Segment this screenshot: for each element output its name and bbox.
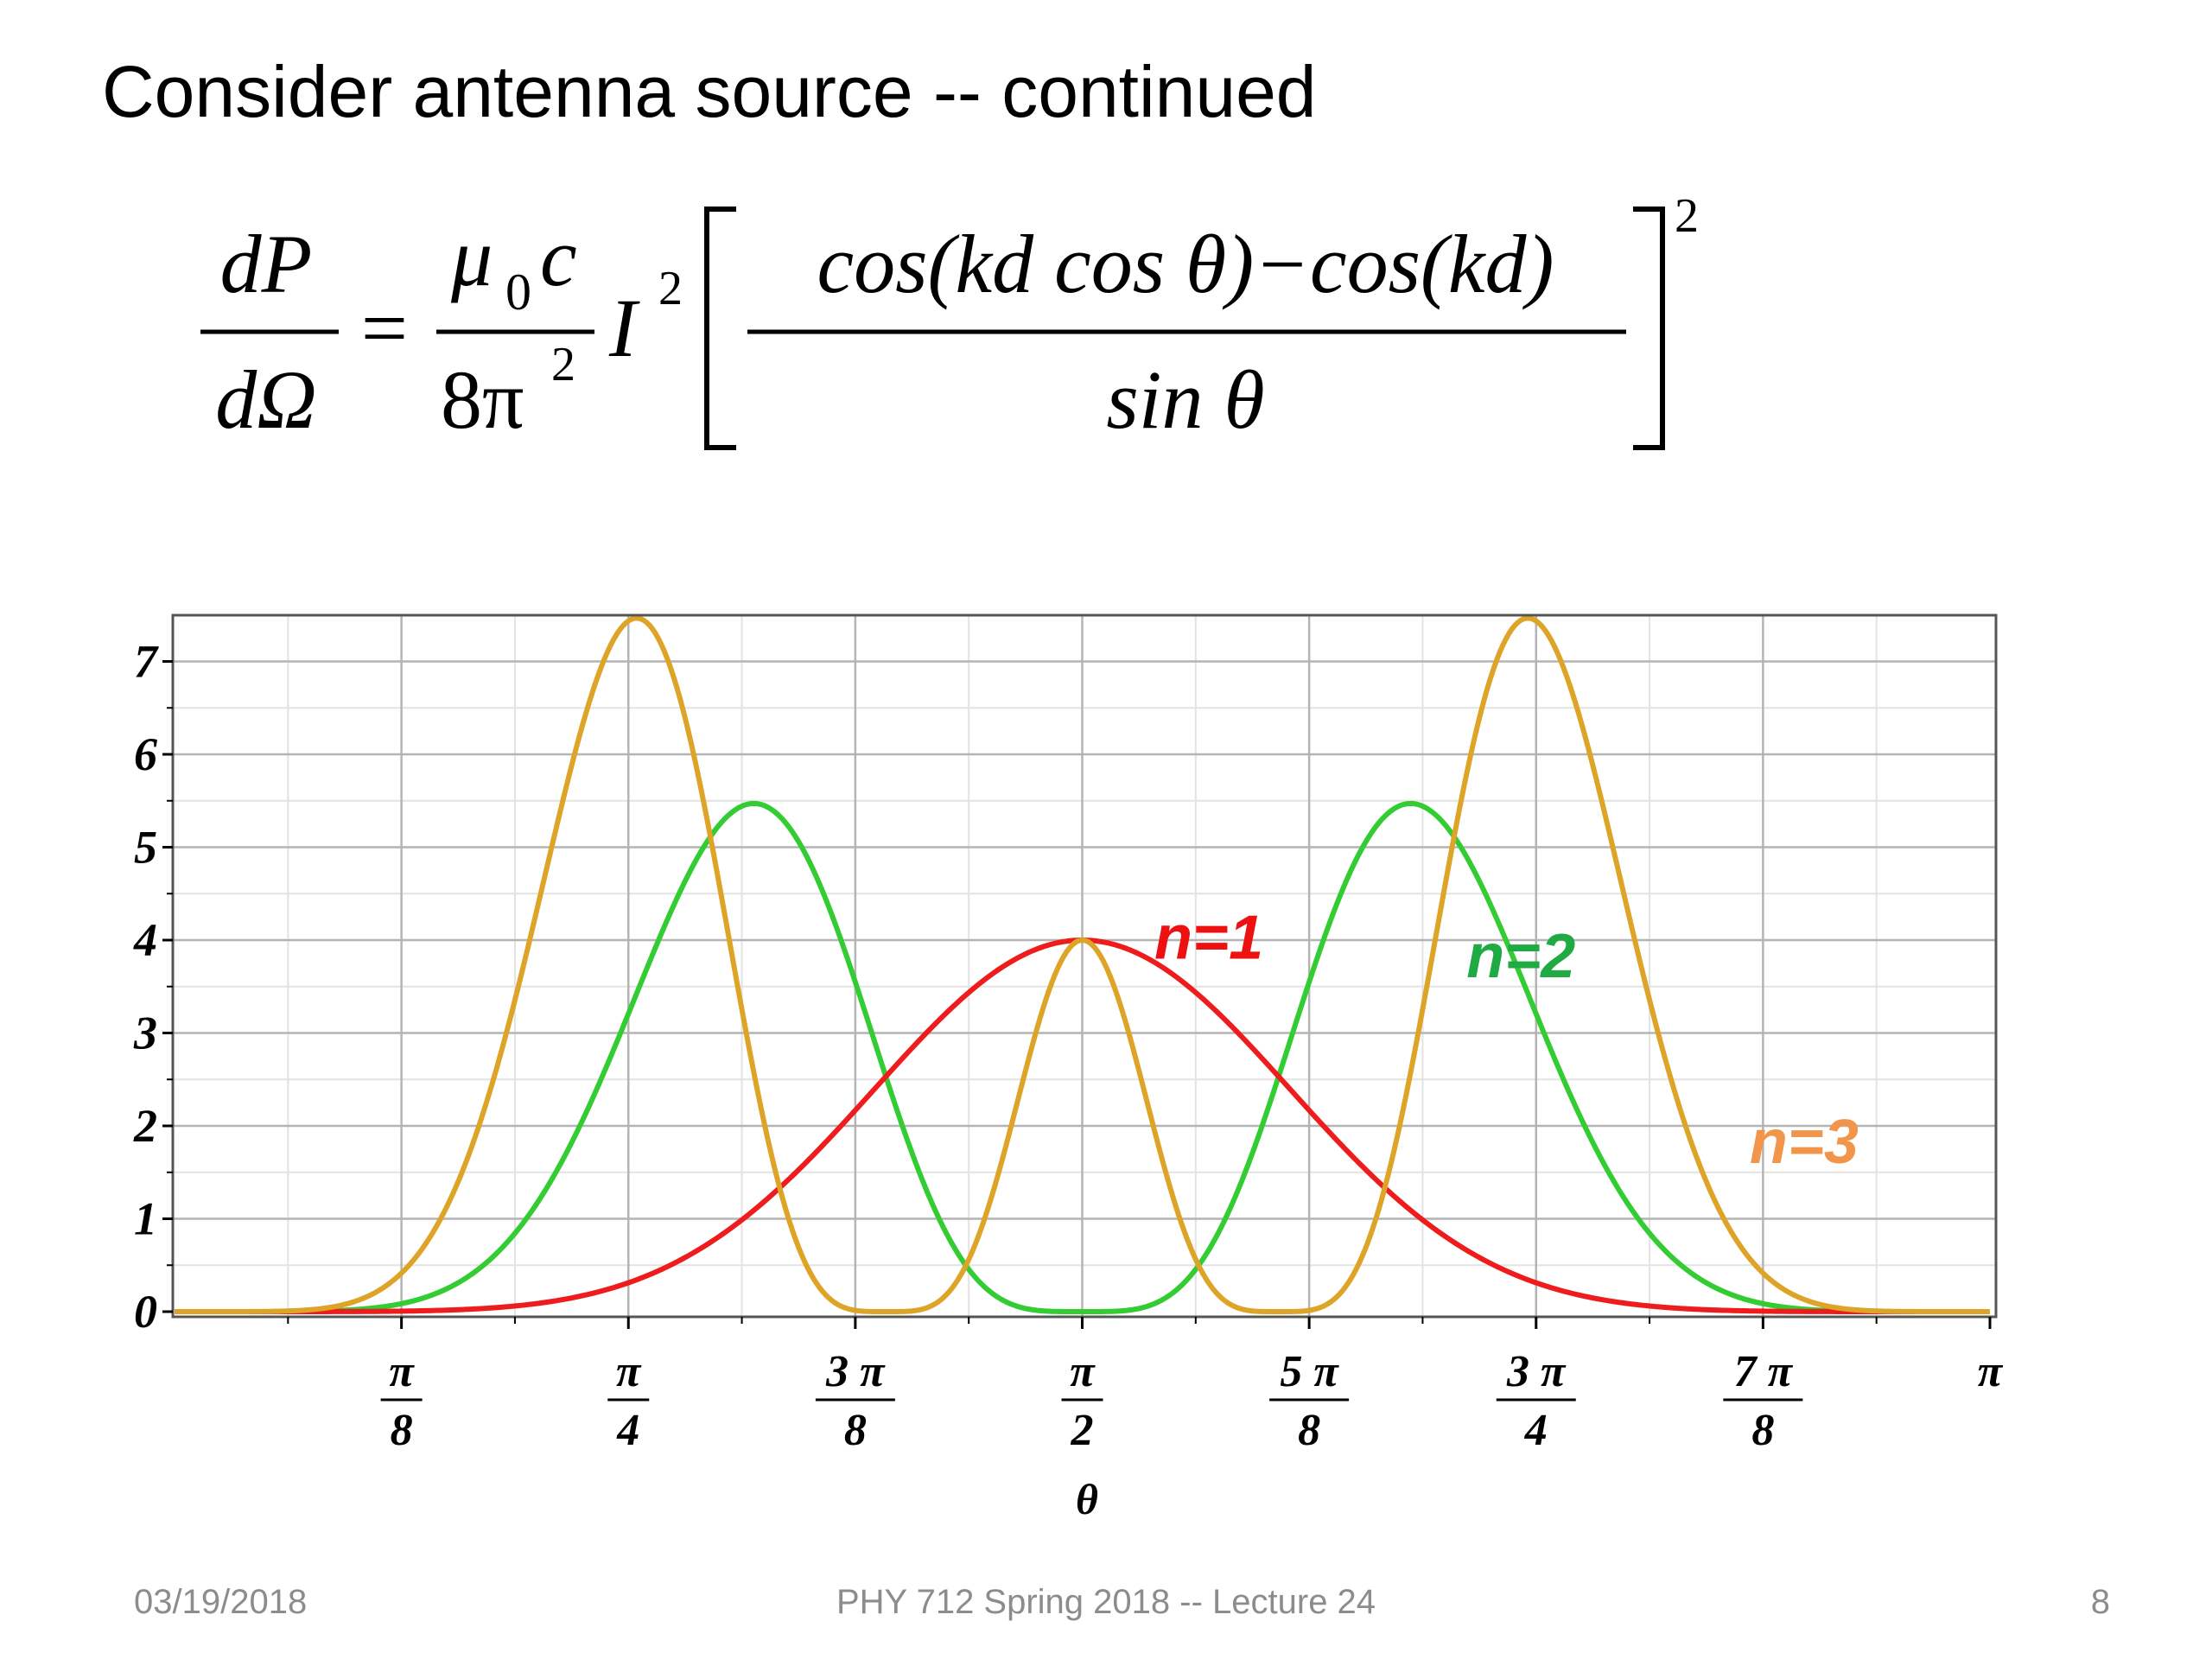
- footer-course: PHY 712 Spring 2018 -- Lecture 24: [836, 1583, 1376, 1621]
- current-exponent: 2: [658, 262, 683, 315]
- x-tick-numerator: 3 π: [1506, 1347, 1567, 1396]
- y-tick-label: 3: [133, 1007, 157, 1059]
- x-tick-numerator: 3 π: [825, 1347, 886, 1396]
- speed-of-light-c: c: [540, 211, 577, 303]
- x-tick-numerator: π: [1978, 1347, 2004, 1396]
- plot-border: [171, 613, 1998, 1319]
- curve-n=3: [175, 615, 1990, 1314]
- y-tick-label: 5: [134, 822, 157, 874]
- plot-background: [173, 615, 1996, 1317]
- right-bracket: [1633, 207, 1665, 450]
- plot-frame: [171, 613, 1998, 1319]
- y-tick-label: 6: [134, 728, 157, 780]
- lhs-numerator: dP: [220, 218, 313, 310]
- mu-symbol: μ: [450, 211, 493, 303]
- fraction-numerator: cos(kd cos θ)−cos(kd): [817, 218, 1554, 310]
- y-tick-label: 0: [134, 1286, 157, 1338]
- outer-exponent: 2: [1675, 189, 1699, 243]
- x-tick-numerator: 7 π: [1734, 1347, 1794, 1396]
- equals-sign: =: [361, 282, 408, 374]
- y-tick-label: 2: [133, 1100, 157, 1152]
- series-label-n=3: n=3: [1750, 1108, 1859, 1177]
- page-number: 8: [2090, 1583, 2110, 1621]
- x-tick-denominator: 4: [1524, 1406, 1548, 1455]
- x-tick-denominator: 8: [1751, 1406, 1774, 1455]
- radiated-power-equation: dP dΩ = μ 0 c 8π 2 I 2 cos(kd cos θ)−cos…: [200, 189, 1699, 450]
- current-symbol: I: [608, 282, 640, 374]
- x-axis-ticks: π 8 π 4 3 π 8 π 2 5 π 8 3 π 4 7 π 8 π: [287, 1317, 2004, 1455]
- x-tick-denominator: 8: [391, 1406, 413, 1455]
- curve-n=2: [175, 800, 1990, 1314]
- y-tick-label: 7: [134, 636, 159, 688]
- x-tick-numerator: 5 π: [1280, 1347, 1339, 1396]
- x-tick-numerator: π: [389, 1347, 415, 1396]
- slide-title: Consider antenna source -- continued: [102, 51, 1317, 132]
- lhs-denominator: dΩ: [215, 353, 316, 446]
- left-bracket: [704, 207, 736, 450]
- series-label-n=1: n=1: [1154, 904, 1263, 973]
- x-tick-numerator: π: [1070, 1347, 1096, 1396]
- footer-date: 03/19/2018: [134, 1583, 308, 1621]
- x-tick-numerator: π: [616, 1347, 642, 1396]
- minor-grid: [173, 615, 1996, 1317]
- y-tick-label: 4: [133, 914, 157, 966]
- curves: [175, 615, 1990, 1314]
- x-axis-label: θ: [1076, 1475, 1098, 1523]
- mu-subscript: 0: [505, 264, 531, 321]
- x-tick-denominator: 4: [616, 1406, 639, 1455]
- x-tick-denominator: 8: [1298, 1406, 1320, 1455]
- x-tick-denominator: 2: [1071, 1406, 1094, 1455]
- x-tick-denominator: 8: [844, 1406, 867, 1455]
- fraction-denominator: sin θ: [1106, 353, 1264, 446]
- coefficient-denominator: 8π: [441, 353, 524, 446]
- coefficient-denominator-exponent: 2: [551, 338, 575, 391]
- y-tick-label: 1: [134, 1193, 157, 1245]
- series-labels: n=1 n=2 n=3: [1154, 904, 1859, 1178]
- series-label-n=2: n=2: [1466, 922, 1575, 991]
- y-axis-ticks: 0 1 2 3 4 5 6 7: [133, 636, 173, 1338]
